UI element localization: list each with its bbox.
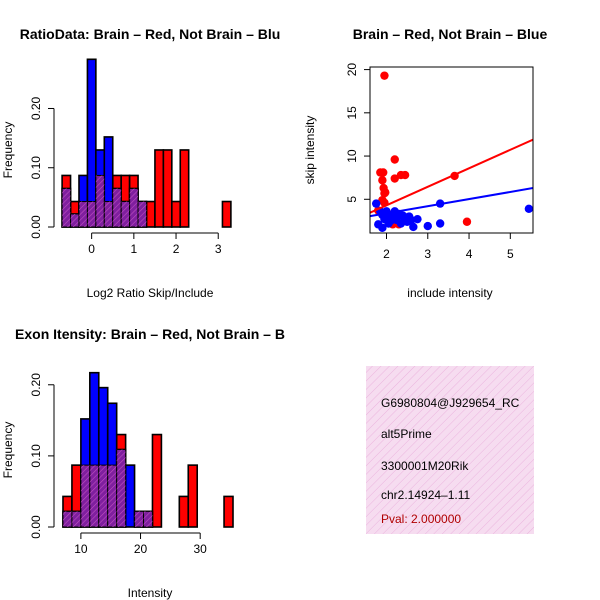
ratio-x-tick-label: 3 — [215, 242, 222, 256]
scatter-not-brain-point — [435, 219, 445, 228]
intensity-brain-bar — [151, 433, 163, 528]
ratio-x-axis-label: Log2 Ratio Skip/Include — [87, 286, 214, 300]
ratio-overlap-hatch — [138, 201, 147, 227]
scatter-x-axis-label: include intensity — [407, 286, 492, 300]
intensity-overlap-hatch — [107, 465, 117, 527]
info-location: chr2.14924–1.11 — [381, 488, 471, 502]
ratio-y-axis-label: Frequency — [1, 122, 15, 179]
info-event-type: alt5Prime — [381, 427, 432, 441]
ratio-y-tick-label: 0.10 — [29, 156, 43, 180]
intensity-x-tick-label: 10 — [74, 542, 88, 556]
scatter-x-tick-label: 2 — [383, 247, 390, 261]
intensity-overlap-hatch — [80, 465, 90, 527]
scatter-not-brain-point — [409, 222, 418, 232]
intensity-x-tick-label: 30 — [194, 542, 208, 556]
ratio-overlap-hatch — [78, 201, 88, 227]
scatter-brain-point — [390, 155, 399, 164]
ratio-overlap-hatch — [129, 188, 139, 227]
ratio-brain-bar — [154, 149, 165, 228]
intensity-y-tick-label: 0.20 — [29, 373, 43, 397]
scatter-not-brain-point — [423, 221, 432, 231]
intensity-brain-bar — [223, 495, 234, 528]
intensity-bars — [62, 371, 234, 528]
ratio-overlap-hatch — [62, 188, 71, 227]
intensity-y-tick-label: 0.00 — [29, 515, 43, 539]
scatter-not-brain-point — [407, 215, 416, 225]
scatter-brain-trend-line — [370, 138, 533, 214]
ratio-x-tick-label: 2 — [173, 242, 180, 256]
info-box-hatch — [366, 366, 534, 534]
scatter-x-tick-label: 3 — [424, 247, 431, 261]
scatter-marks — [370, 71, 533, 233]
info-gene-name: 3300001M20Rik — [381, 459, 469, 473]
scatter-axes: 2 3 4 5 5 10 15 20 — [345, 63, 514, 261]
scatter-x-tick-label: 5 — [507, 247, 514, 261]
scatter-chart-title: Brain – Red, Not Brain – Blue — [353, 26, 548, 42]
intensity-overlap-hatch — [143, 511, 153, 527]
scatter-clip-group — [370, 71, 533, 233]
ratio-histogram-panel: RatioData: Brain – Red, Not Brain – Blu … — [1, 26, 280, 300]
intensity-overlap-hatch — [62, 511, 72, 527]
info-box-panel: G6980804@J929654_RC alt5Prime 3300001M20… — [366, 366, 534, 534]
scatter-y-tick-label: 5 — [345, 196, 359, 203]
ratio-chart-title: RatioData: Brain – Red, Not Brain – Blu — [20, 26, 281, 42]
scatter-brain-point — [380, 71, 389, 80]
ratio-brain-bar — [221, 200, 232, 228]
scatter-y-tick-label: 20 — [345, 63, 359, 77]
intensity-x-axis-label: Intensity — [128, 586, 173, 600]
scatter-not-brain-point — [413, 214, 422, 224]
scatter-not-brain-point — [371, 199, 381, 208]
scatter-y-tick-label: 10 — [345, 149, 359, 163]
scatter-brain-point — [400, 170, 410, 180]
scatter-brain-point — [379, 168, 388, 177]
scatter-plot-box — [369, 66, 534, 234]
intensity-y-axis-label: Frequency — [1, 422, 15, 479]
intensity-chart-title: Exon Itensity: Brain – Red, Not Brain – … — [15, 326, 285, 342]
ratio-overlap-hatch — [121, 201, 130, 227]
ratio-x-tick-label: 0 — [88, 242, 95, 256]
ratio-overlap-hatch — [112, 188, 122, 227]
ratio-y-tick-label: 0.00 — [29, 215, 43, 239]
intensity-overlap-hatch — [134, 511, 144, 527]
scatter-brain-point — [462, 217, 472, 226]
scatter-brain-point — [390, 174, 399, 183]
intensity-overlap-hatch — [71, 511, 81, 527]
ratio-brain-bar — [171, 200, 182, 228]
scatter-brain-point — [381, 188, 390, 197]
intensity-overlap-hatch — [89, 465, 99, 527]
ratio-overlap-hatch — [95, 175, 105, 227]
ratio-y-tick-label: 0.20 — [29, 96, 43, 120]
intensity-overlap-hatch — [116, 449, 126, 527]
intensity-not-brain-bar — [124, 464, 136, 528]
ratio-brain-bar — [179, 149, 190, 228]
intensity-y-tick-label: 0.10 — [29, 444, 43, 468]
scatter-y-axis-label: skip intensity — [303, 116, 317, 185]
ratio-overlap-hatch — [104, 201, 113, 227]
intensity-histogram-panel: Exon Itensity: Brain – Red, Not Brain – … — [1, 326, 285, 600]
ratio-overlap-hatch — [87, 201, 96, 227]
intensity-axes: 10 20 30 0.00 0.10 0.20 — [29, 373, 207, 556]
scatter-brain-point — [378, 176, 387, 185]
info-box-clip: G6980804@J929654_RC alt5Prime 3300001M20… — [381, 396, 520, 526]
intensity-brain-bar — [187, 464, 199, 528]
scatter-not-brain-point — [378, 223, 387, 233]
scatter-not-brain-point — [524, 204, 533, 213]
ratio-bars — [61, 58, 232, 228]
ratio-x-tick-label: 1 — [130, 242, 137, 256]
intensity-brain-bar — [178, 495, 190, 528]
scatter-panel: Brain – Red, Not Brain – Blue include in… — [303, 26, 547, 300]
ratio-brain-bar — [145, 200, 156, 228]
intensity-overlap-hatch — [98, 465, 108, 527]
info-probe-id: G6980804@J929654_RC — [381, 396, 520, 410]
info-pval: Pval: 2.000000 — [381, 512, 461, 526]
ratio-brain-bar — [162, 149, 173, 228]
scatter-x-tick-label: 4 — [466, 247, 473, 261]
ratio-overlap-hatch — [70, 213, 79, 227]
ratio-axes: 0 1 2 3 0.00 0.10 0.20 — [29, 96, 222, 256]
scatter-y-tick-label: 15 — [345, 106, 359, 120]
intensity-x-tick-label: 20 — [134, 542, 148, 556]
scatter-not-brain-trend-line — [370, 187, 533, 218]
